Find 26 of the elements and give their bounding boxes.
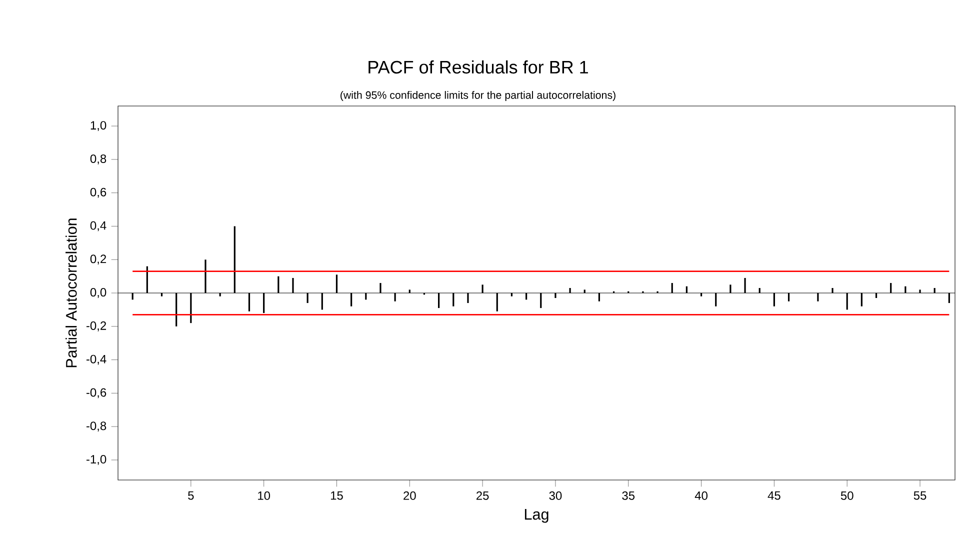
x-axis-title: Lag	[524, 509, 548, 523]
x-tick-label: 35	[622, 491, 635, 500]
y-tick-label: 0,8	[90, 154, 106, 164]
y-tick-label: 0,4	[90, 221, 106, 232]
x-tick-label: 55	[914, 491, 926, 500]
y-tick-label: 0,6	[90, 188, 106, 198]
y-tick-label: -0,4	[86, 354, 106, 365]
x-tick-label: 10	[258, 491, 270, 500]
chart-subtitle: (with 95% confidence limits for the partial autocorrelations)	[340, 91, 616, 101]
x-tick-label: 20	[404, 491, 416, 500]
y-tick-label: 0,0	[90, 288, 106, 298]
x-tick-label: 25	[476, 491, 489, 500]
chart-title: PACF of Residuals for BR 1	[368, 60, 588, 74]
x-tick-label: 5	[188, 491, 194, 500]
y-tick-label: -0,2	[86, 321, 106, 332]
x-tick-label: 30	[549, 491, 562, 500]
y-tick-label: -0,6	[86, 388, 106, 398]
y-tick-label: -1,0	[86, 455, 106, 465]
y-tick-label: 0,2	[90, 254, 106, 265]
y-tick-label: -0,8	[86, 422, 106, 432]
x-tick-label: 40	[694, 491, 708, 500]
x-tick-label: 50	[840, 491, 854, 500]
x-tick-label: 45	[768, 491, 780, 500]
y-axis-title: Partial Autocorrelation	[66, 218, 77, 368]
x-tick-label: 15	[330, 491, 343, 500]
y-tick-label: 1,0	[90, 121, 106, 131]
